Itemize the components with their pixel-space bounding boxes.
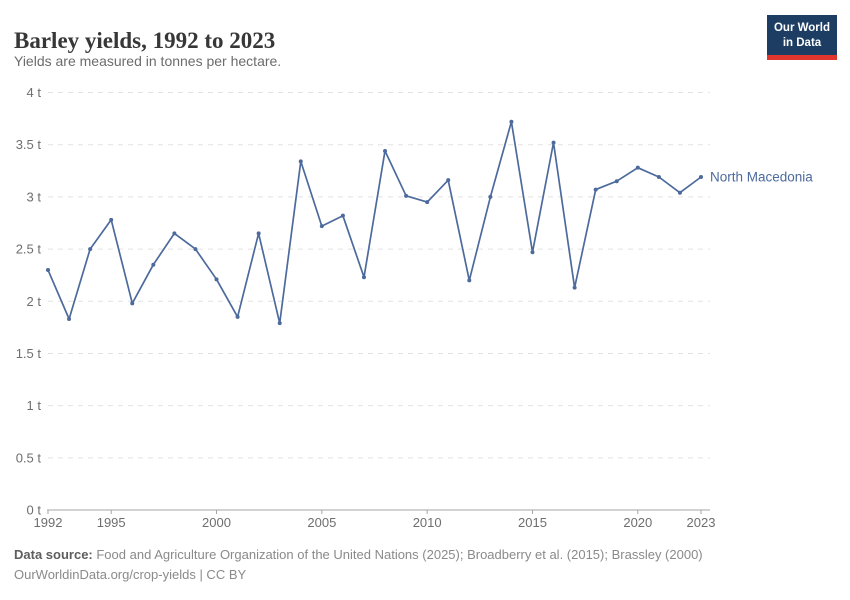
owid-logo-line1: Our World bbox=[773, 22, 830, 34]
data-point-1992[interactable] bbox=[46, 267, 50, 272]
y-axis-label-1: 1 t bbox=[27, 398, 42, 413]
data-point-2008[interactable] bbox=[383, 148, 388, 153]
chart-title: Barley yields, 1992 to 2023 bbox=[14, 28, 276, 54]
y-axis-label-3: 3 t bbox=[27, 189, 42, 204]
data-point-2010[interactable] bbox=[425, 200, 430, 205]
data-point-2018[interactable] bbox=[593, 187, 598, 192]
series-end-label[interactable]: North Macedonia bbox=[710, 170, 813, 185]
y-axis-label-4: 4 t bbox=[27, 85, 42, 100]
series-line-north-macedonia[interactable] bbox=[47, 120, 702, 325]
y-axis-label-0.5: 0.5 t bbox=[16, 450, 42, 465]
y-axis-label-3.5: 3.5 t bbox=[16, 137, 42, 152]
x-axis-label-1995: 1995 bbox=[97, 515, 126, 530]
data-point-2020[interactable] bbox=[635, 165, 640, 170]
y-axis-label-2: 2 t bbox=[27, 294, 42, 309]
owid-logo[interactable]: Our World in Data bbox=[767, 15, 837, 60]
x-axis-label-2015: 2015 bbox=[518, 515, 547, 530]
x-axis-label-2010: 2010 bbox=[413, 515, 442, 530]
data-point-2016[interactable] bbox=[551, 140, 556, 145]
data-point-1998[interactable] bbox=[172, 231, 177, 236]
data-point-2007[interactable] bbox=[361, 275, 366, 280]
data-point-2004[interactable] bbox=[298, 159, 303, 164]
x-axis-label-2023: 2023 bbox=[687, 515, 716, 530]
data-point-1996[interactable] bbox=[130, 301, 135, 306]
data-point-1999[interactable] bbox=[193, 247, 198, 252]
x-axis-label-2005: 2005 bbox=[307, 515, 336, 530]
data-point-2021[interactable] bbox=[656, 175, 661, 180]
data-point-2017[interactable] bbox=[572, 285, 577, 290]
data-point-2006[interactable] bbox=[340, 213, 345, 218]
data-point-2022[interactable] bbox=[677, 190, 682, 195]
data-point-2012[interactable] bbox=[467, 278, 472, 283]
x-axis-label-2000: 2000 bbox=[202, 515, 231, 530]
data-point-2019[interactable] bbox=[614, 179, 619, 184]
attribution-link[interactable]: OurWorldinData.org/crop-yields | CC BY bbox=[14, 567, 247, 583]
x-axis-label-1992: 1992 bbox=[34, 515, 63, 530]
data-source-text: Food and Agriculture Organization of the… bbox=[92, 547, 703, 562]
data-point-2013[interactable] bbox=[488, 194, 493, 199]
data-point-2023[interactable] bbox=[699, 175, 703, 180]
y-axis-label-1.5: 1.5 t bbox=[16, 346, 42, 361]
data-point-2015[interactable] bbox=[530, 250, 535, 255]
data-point-2014[interactable] bbox=[509, 119, 514, 124]
chart-footer: Data source: Food and Agriculture Organi… bbox=[14, 545, 836, 585]
data-source-line: Data source: Food and Agriculture Organi… bbox=[14, 545, 836, 565]
data-point-2001[interactable] bbox=[235, 314, 240, 319]
data-point-1995[interactable] bbox=[109, 217, 114, 222]
y-axis-label-0: 0 t bbox=[27, 503, 42, 518]
data-point-2009[interactable] bbox=[404, 193, 409, 198]
owid-logo-line2: in Data bbox=[782, 36, 822, 49]
x-axis-label-2020: 2020 bbox=[623, 515, 652, 530]
data-point-1994[interactable] bbox=[88, 247, 93, 252]
data-point-2003[interactable] bbox=[277, 321, 282, 326]
data-point-1993[interactable] bbox=[67, 316, 72, 321]
data-point-2002[interactable] bbox=[256, 231, 261, 236]
data-point-2000[interactable] bbox=[214, 277, 219, 282]
data-point-2005[interactable] bbox=[319, 224, 324, 229]
data-point-1997[interactable] bbox=[151, 262, 156, 267]
data-source-label: Data source: bbox=[14, 547, 93, 562]
data-point-2011[interactable] bbox=[446, 178, 451, 183]
chart-subtitle: Yields are measured in tonnes per hectar… bbox=[14, 53, 282, 69]
y-axis-label-2.5: 2.5 t bbox=[16, 242, 42, 257]
